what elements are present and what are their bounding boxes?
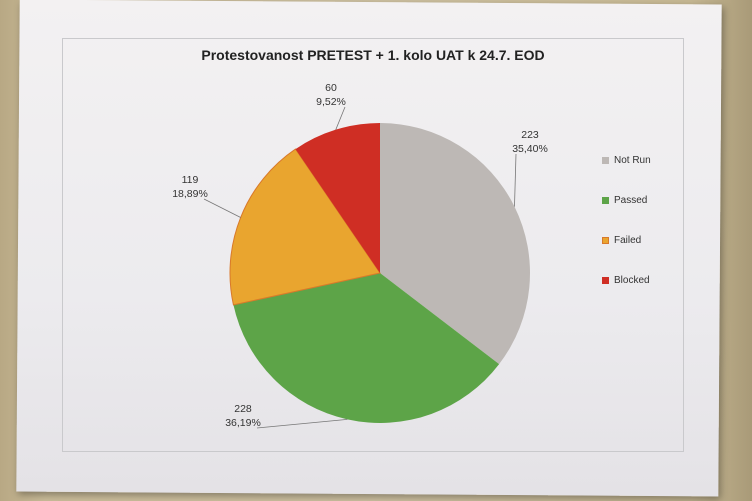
chart-area [62, 38, 684, 452]
legend-item: Not Run [602, 150, 651, 170]
legend: Not Run Passed Failed Blocked [602, 150, 651, 310]
pie-slice-passed [233, 273, 500, 424]
pie-slice-not-run [380, 123, 530, 365]
leader-line [335, 106, 346, 130]
data-label-percent: 35,40% [512, 143, 548, 155]
data-label-value: 119 [182, 174, 199, 186]
data-label-percent: 9,52% [316, 96, 346, 108]
data-label-value: 223 [521, 129, 539, 141]
leader-line [203, 198, 241, 218]
data-label-percent: 36,19% [225, 417, 261, 429]
data-label-percent: 18,89% [172, 188, 208, 200]
legend-swatch [602, 236, 609, 244]
chart-title: Protestovanost PRETEST + 1. kolo UAT k 2… [201, 47, 545, 63]
legend-swatch [602, 156, 609, 164]
leader-line [514, 153, 517, 207]
leader-line [256, 419, 348, 429]
legend-label: Failed [614, 234, 642, 246]
pie-slice-blocked [295, 123, 380, 273]
data-label-value: 228 [234, 403, 252, 415]
legend-swatch [602, 276, 609, 284]
data-label-value: 60 [325, 82, 337, 94]
legend-item: Failed [602, 230, 651, 250]
legend-label: Not Run [614, 154, 651, 166]
legend-item: Passed [602, 190, 651, 210]
legend-item: Blocked [602, 270, 651, 290]
legend-label: Blocked [614, 274, 650, 286]
legend-label: Passed [614, 194, 648, 206]
legend-swatch [602, 196, 609, 204]
